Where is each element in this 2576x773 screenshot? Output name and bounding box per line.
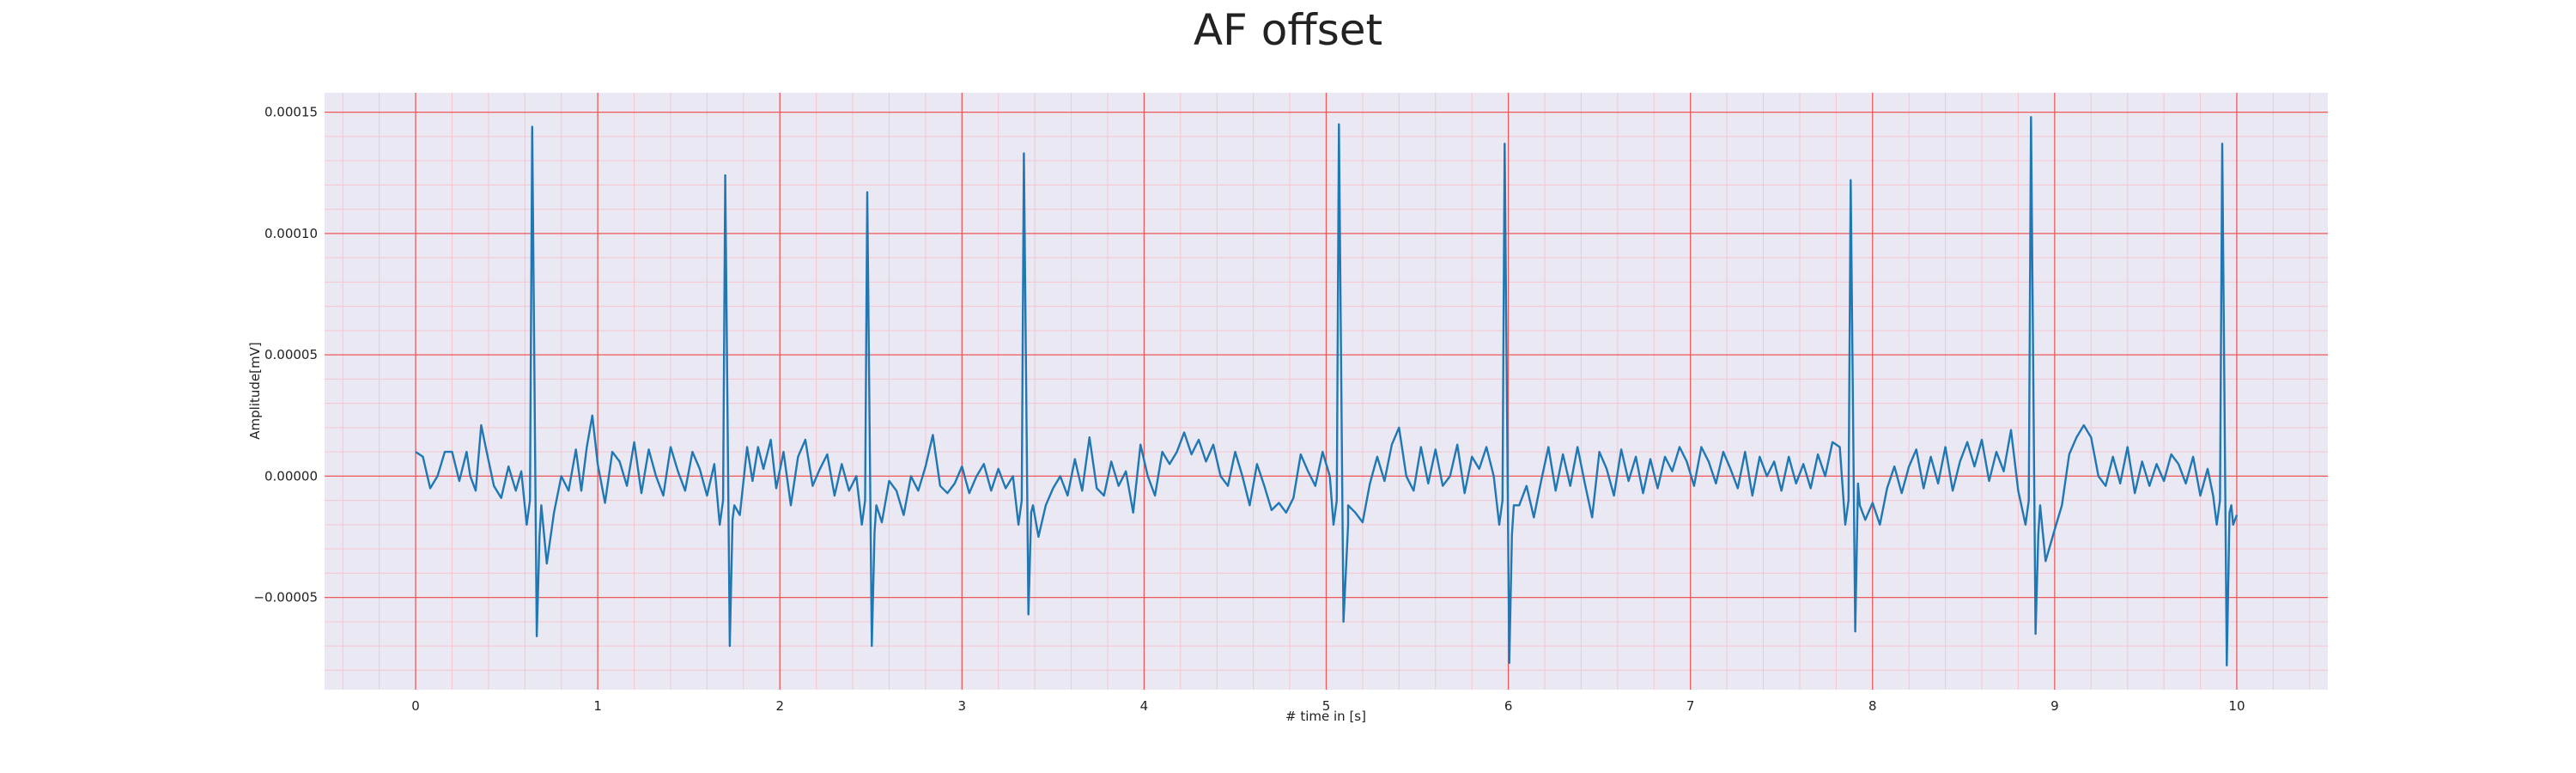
series-layer — [415, 116, 2239, 666]
x-tick-label: 3 — [958, 698, 967, 714]
x-tick-label: 5 — [1322, 698, 1331, 714]
y-tick-label: 0.00015 — [264, 105, 318, 120]
y-tick-label: 0.00000 — [264, 468, 318, 484]
series-line — [415, 116, 2239, 666]
y-tick-label: −0.00005 — [253, 590, 318, 606]
x-tick-label: 1 — [593, 698, 602, 714]
y-tick-label: 0.00005 — [264, 347, 318, 362]
x-axis-label: # time in [s] — [1285, 709, 1366, 724]
y-axis-label: Amplitude[mV] — [247, 342, 263, 439]
x-tick-label: 8 — [1868, 698, 1877, 714]
y-tick-label: 0.00010 — [264, 226, 318, 241]
x-tick-label: 0 — [411, 698, 420, 714]
x-tick-label: 10 — [2228, 698, 2245, 714]
x-tick-label: 7 — [1686, 698, 1695, 714]
chart-title: AF offset — [1194, 5, 1382, 55]
x-tick-label: 4 — [1140, 698, 1149, 714]
x-tick-label: 2 — [775, 698, 784, 714]
tick-labels: 0 1 2 3 4 5 6 7 8 9 10 0.00015 0.00010 0.00005 0.00000… — [253, 105, 2245, 714]
x-tick-label: 6 — [1504, 698, 1513, 714]
x-tick-label: 9 — [2050, 698, 2059, 714]
grid-major — [325, 93, 2328, 690]
